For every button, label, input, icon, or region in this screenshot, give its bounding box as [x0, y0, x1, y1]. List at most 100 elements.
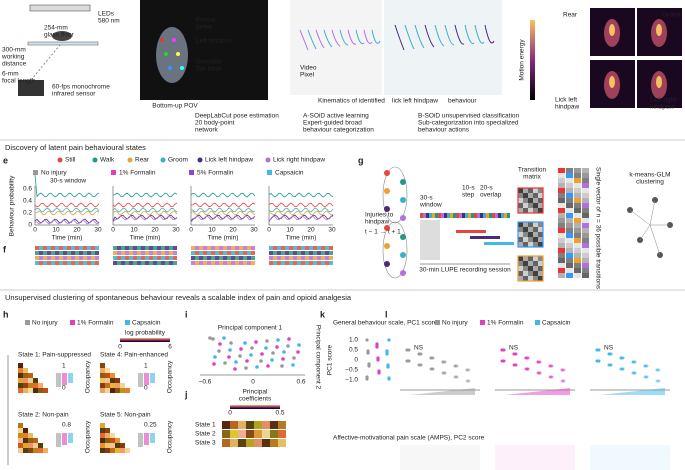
scatter-point	[643, 364, 647, 368]
state-cell	[125, 448, 130, 453]
matrix-cell	[518, 198, 523, 203]
scatter-point	[375, 342, 379, 346]
scatter-point	[239, 347, 243, 351]
heatmap-core	[609, 24, 615, 36]
scatter-point	[385, 349, 389, 353]
vector-cell	[582, 173, 589, 178]
scatter-point	[227, 355, 231, 359]
ethogram	[468, 213, 471, 218]
raster	[95, 251, 99, 255]
vector-cell	[558, 193, 565, 198]
label: General behaviour scale, PC1 score	[333, 320, 438, 327]
legend-square	[70, 320, 75, 325]
vector-cell	[582, 243, 589, 248]
label: B-SOiD unsupervised classification	[418, 113, 520, 120]
label: Single vector of n = 36 possible transit…	[594, 167, 601, 290]
vector-cell	[582, 238, 589, 243]
raster	[169, 256, 173, 260]
scatter-point	[265, 339, 269, 343]
trajectory	[414, 24, 425, 49]
matrix-cell	[538, 276, 543, 281]
scatter-point	[560, 368, 564, 372]
label: behaviour	[448, 98, 477, 105]
label: 0.5	[275, 410, 284, 417]
label: Occupancy	[167, 360, 174, 393]
occupancy-bar	[144, 373, 149, 385]
label: 0.25	[144, 422, 157, 429]
keypoint	[176, 52, 180, 56]
state-node	[384, 206, 390, 212]
label: Time (min)	[52, 235, 83, 242]
matrix-cell	[528, 276, 533, 281]
heatmap-core	[656, 24, 662, 36]
raster	[141, 251, 145, 255]
raster	[59, 261, 63, 265]
raster	[297, 261, 301, 265]
vector-cell	[566, 203, 573, 208]
raster	[113, 251, 117, 255]
raster	[43, 246, 47, 250]
keypoint	[168, 66, 172, 70]
vector-cell	[558, 228, 565, 233]
raster	[117, 256, 121, 260]
raster	[145, 261, 149, 265]
occupancy-bar	[62, 373, 67, 385]
raster	[95, 261, 99, 265]
x-tick-label: 10	[286, 227, 294, 234]
coef-cell	[262, 430, 270, 438]
label: Lick left	[555, 97, 577, 104]
scatter-point	[270, 358, 274, 362]
scatter-point	[275, 345, 279, 349]
scatter-point	[234, 360, 238, 364]
camera-box	[29, 4, 91, 12]
coef-cell	[262, 421, 270, 429]
label: Time (min)	[130, 235, 161, 242]
scatter-point	[467, 379, 471, 383]
label: Occupancy	[85, 420, 92, 453]
trajectory	[323, 29, 333, 48]
raster	[39, 256, 43, 260]
state-cell	[28, 388, 33, 393]
scatter-point	[291, 363, 295, 367]
raster	[79, 246, 83, 250]
state-cell	[115, 438, 120, 443]
scatter-point	[212, 362, 216, 366]
matrix-cell	[528, 208, 533, 213]
state-cell	[23, 373, 28, 378]
state-cell	[23, 388, 28, 393]
matrix-cell	[528, 271, 533, 276]
raster	[35, 251, 39, 255]
raster	[161, 251, 165, 255]
raster	[87, 256, 91, 260]
raster	[269, 246, 273, 250]
coef-cell	[230, 430, 238, 438]
matrix-cell	[538, 261, 543, 266]
trace	[190, 192, 256, 198]
vector-cell	[558, 233, 565, 238]
state-cell	[110, 373, 115, 378]
trajectory	[484, 24, 495, 44]
raster	[67, 251, 71, 255]
raster	[293, 261, 297, 265]
state-node	[384, 170, 390, 176]
label: Still	[65, 157, 76, 164]
vector-cell	[574, 258, 581, 263]
label: 6	[168, 344, 172, 351]
label: window	[419, 202, 442, 209]
vector-cell	[574, 253, 581, 258]
mouse-bottom	[156, 27, 188, 83]
matrix-cell	[523, 188, 528, 193]
raster	[211, 246, 215, 250]
matrix-cell	[523, 232, 528, 237]
scatter-point	[536, 360, 540, 364]
state-cell	[100, 383, 105, 388]
state-cell	[115, 388, 120, 393]
label: glass floor	[44, 32, 74, 39]
raster	[301, 261, 305, 265]
scatter-point	[500, 348, 504, 352]
scatter-point	[405, 348, 409, 352]
ethogram	[495, 213, 498, 218]
vector-cell	[574, 233, 581, 238]
state-cell	[100, 443, 105, 448]
vector-cell	[558, 268, 565, 273]
